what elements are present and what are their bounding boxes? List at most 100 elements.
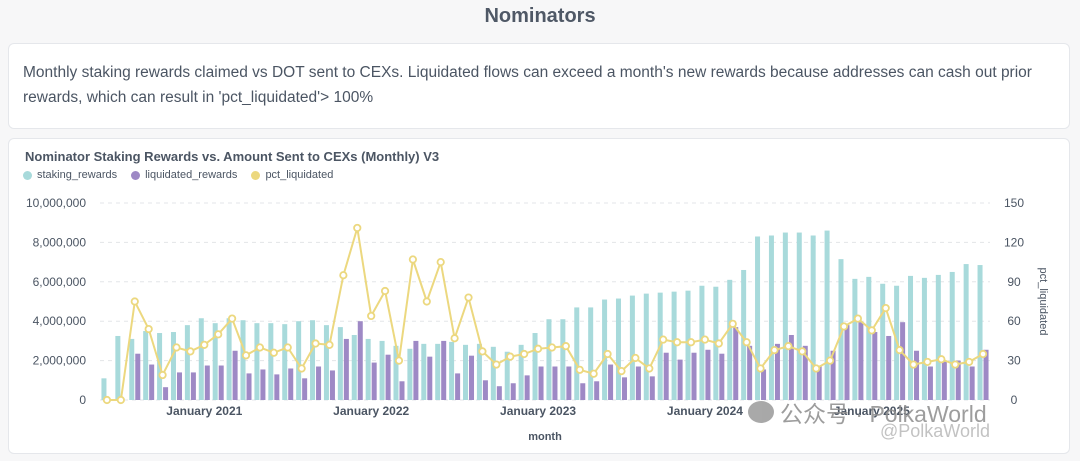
pct-liquidated-point (506, 352, 515, 361)
y-tick-label: 10,000,000 (26, 196, 86, 210)
bar-staking-rewards (574, 307, 580, 400)
bar-liquidated-rewards (343, 338, 349, 400)
bar-staking-rewards (977, 265, 983, 400)
watermark: 公众号 · PolkaWorld (748, 395, 987, 429)
pct-liquidated-point (172, 343, 181, 352)
bar-staking-rewards (671, 291, 677, 400)
bar-liquidated-rewards (608, 364, 614, 400)
description-card: Monthly staking rewards claimed vs DOT s… (8, 43, 1070, 129)
bar-liquidated-rewards (329, 370, 335, 400)
bar-staking-rewards (824, 230, 830, 400)
bar-liquidated-rewards (246, 373, 252, 400)
bar-staking-rewards (337, 327, 343, 400)
pct-liquidated-point (770, 345, 779, 355)
bar-liquidated-rewards (941, 361, 947, 400)
legend-dot-staking-rewards (23, 170, 32, 180)
pct-liquidated-point (673, 338, 682, 347)
bar-liquidated-rewards (983, 349, 989, 400)
x-tick-label: January 2024 (667, 404, 743, 418)
pct-liquidated-point (951, 360, 960, 369)
bar-staking-rewards (782, 232, 788, 400)
bar-liquidated-rewards (663, 352, 669, 400)
bar-liquidated-rewards (900, 322, 906, 400)
chart-legend[interactable]: staking_rewards liquidated_rewards pct_l… (23, 169, 333, 181)
bar-liquidated-rewards (774, 343, 780, 400)
pct-liquidated-point (116, 395, 125, 405)
pct-liquidated-point (978, 349, 988, 359)
legend-label-pct-liquidated: pct_liquidated (265, 169, 334, 181)
bar-staking-rewards (685, 290, 691, 400)
pct-liquidated-point (937, 355, 946, 364)
legend-item-staking-rewards[interactable]: staking_rewards (23, 169, 117, 181)
x-axis-label: month (528, 431, 562, 443)
y2-tick-label: 30 (1007, 354, 1021, 368)
x-tick-label: January 2025 (834, 404, 910, 418)
bar-liquidated-rewards (232, 350, 238, 400)
pct-liquidated-point (492, 360, 501, 369)
pct-liquidated-point (589, 369, 598, 378)
bar-staking-rewards (852, 278, 858, 400)
bar-staking-rewards (546, 319, 552, 400)
pct-liquidated-point (380, 286, 390, 296)
bar-liquidated-rewards (399, 381, 405, 400)
pct-liquidated-point (784, 342, 793, 351)
bar-staking-rewards (949, 271, 955, 400)
bar-liquidated-rewards (455, 373, 461, 400)
bar-staking-rewards (768, 235, 774, 400)
bar-liquidated-rewards (260, 369, 266, 400)
pct-liquidated-point (450, 334, 459, 343)
bar-liquidated-rewards (969, 366, 975, 400)
pct-liquidated-point (923, 357, 932, 367)
bar-liquidated-rewards (469, 355, 475, 400)
bar-staking-rewards (421, 343, 427, 400)
pct-liquidated-point (255, 343, 265, 352)
pct-liquidated-point (228, 314, 237, 323)
pct-liquidated-point (422, 297, 431, 306)
bar-liquidated-rewards (441, 340, 447, 400)
y2-tick-label: 150 (1004, 196, 1024, 210)
y-tick-label: 4,000,000 (33, 314, 87, 328)
bar-staking-rewards (184, 325, 190, 400)
pct-liquidated-point (325, 340, 334, 349)
pct-liquidated-line (107, 227, 984, 401)
bar-staking-rewards (810, 235, 816, 400)
bar-staking-rewards (226, 318, 232, 400)
pct-liquidated-point (436, 257, 445, 267)
bar-liquidated-rewards (705, 349, 711, 400)
bar-liquidated-rewards (427, 356, 433, 400)
bar-staking-rewards (435, 343, 441, 400)
pct-liquidated-point (756, 364, 765, 373)
bar-staking-rewards (963, 264, 969, 400)
bar-liquidated-rewards (649, 376, 655, 400)
chart-title: Nominator Staking Rewards vs. Amount Sen… (25, 149, 440, 164)
bar-liquidated-rewards (886, 335, 892, 400)
y-tick-label: 0 (79, 393, 86, 407)
bar-staking-rewards (268, 323, 274, 400)
pct-liquidated-point (520, 349, 529, 359)
bar-liquidated-rewards (552, 366, 558, 400)
legend-item-pct-liquidated[interactable]: pct_liquidated (251, 169, 333, 181)
bar-liquidated-rewards (844, 325, 850, 400)
pct-liquidated-point (102, 395, 112, 405)
x-tick-label: January 2022 (333, 404, 409, 418)
bar-staking-rewards (129, 338, 135, 400)
pct-liquidated-point (478, 347, 487, 356)
y2-tick-label: 120 (1004, 235, 1024, 249)
pct-liquidated-point (853, 314, 862, 323)
bar-staking-rewards (212, 323, 218, 400)
bar-staking-rewards (490, 346, 496, 400)
description-text: Monthly staking rewards claimed vs DOT s… (23, 64, 1032, 106)
legend-item-liquidated-rewards[interactable]: liquidated_rewards (131, 169, 237, 181)
pct-liquidated-point (617, 367, 626, 376)
bar-liquidated-rewards (635, 366, 641, 400)
y2-tick-label: 90 (1007, 275, 1021, 289)
x-tick-label: January 2021 (166, 404, 242, 418)
pct-liquidated-point (408, 255, 417, 264)
bar-liquidated-rewards (761, 369, 767, 400)
pct-liquidated-point (728, 319, 737, 328)
pct-liquidated-point (812, 364, 821, 373)
pct-liquidated-point (394, 356, 404, 365)
bar-liquidated-rewards (288, 368, 294, 400)
pct-liquidated-point (353, 223, 362, 233)
